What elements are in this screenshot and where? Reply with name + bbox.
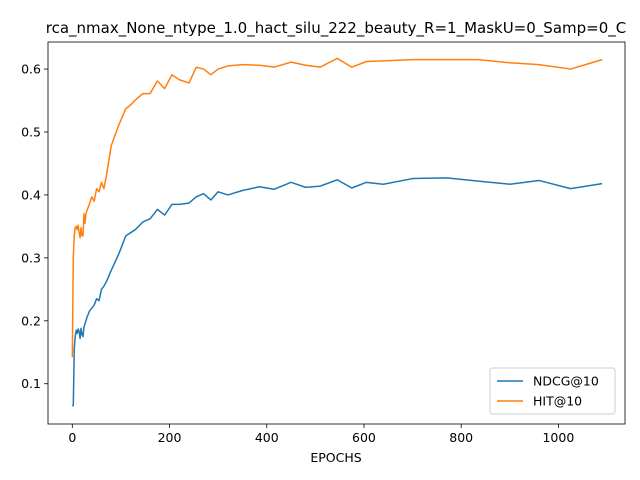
- series-line-1: [72, 177, 603, 407]
- y-tick-label: 0.2: [21, 313, 41, 328]
- legend-box: [489, 367, 616, 415]
- y-tick-label: 0.4: [21, 187, 41, 202]
- y-axis-ticks: 0.1 0.2 0.3 0.4 0.5 0.6: [21, 62, 48, 391]
- x-tick-label: 800: [449, 430, 473, 445]
- x-tick-label: 200: [158, 430, 182, 445]
- axes-frame: [47, 41, 626, 425]
- x-tick-label: 600: [352, 430, 376, 445]
- y-tick-label: 0.1: [21, 376, 41, 391]
- x-axis-ticks: 0 200 400 600 800 1000: [68, 424, 574, 445]
- chart-title: rca_nmax_None_ntype_1.0_hact_silu_222_be…: [46, 19, 626, 38]
- legend-label-1: NDCG@10: [533, 374, 599, 389]
- legend-label-2: HIT@10: [533, 394, 582, 409]
- legend: NDCG@10 HIT@10: [489, 367, 616, 415]
- x-tick-label: 0: [68, 430, 76, 445]
- y-tick-label: 0.6: [21, 62, 41, 77]
- x-tick-label: 400: [255, 430, 279, 445]
- x-tick-label: 1000: [542, 430, 574, 445]
- plot-area: [47, 41, 626, 425]
- y-tick-label: 0.5: [21, 124, 41, 139]
- series-line-2: [71, 57, 603, 358]
- y-tick-label: 0.3: [21, 250, 41, 265]
- x-axis-label: EPOCHS: [310, 450, 361, 465]
